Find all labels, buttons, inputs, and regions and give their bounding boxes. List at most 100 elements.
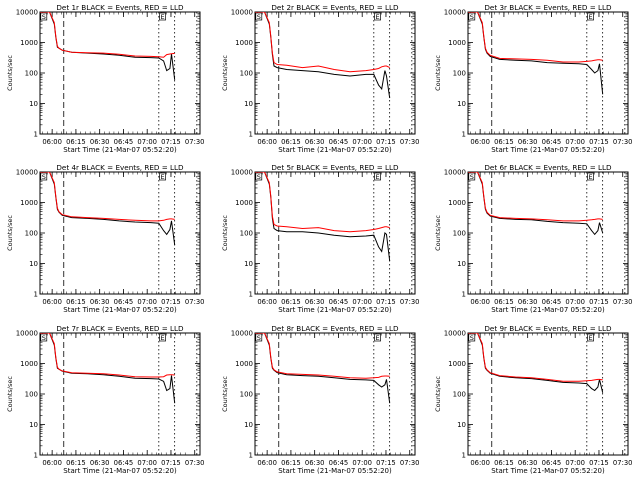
x-tick-label: 06:30 [518, 298, 538, 306]
end-marker-label: E [376, 334, 380, 342]
x-tick-label: 07:30 [613, 459, 633, 467]
y-tick-label: 10000 [16, 169, 38, 177]
x-tick-label: 06:15 [66, 138, 86, 146]
x-tick-label: 06:30 [305, 298, 325, 306]
end-marker-label: E [589, 173, 593, 181]
x-tick-label: 06:15 [281, 298, 301, 306]
x-tick-label: 07:30 [400, 459, 420, 467]
events-series-line [255, 333, 391, 404]
lld-series-line [468, 12, 603, 63]
y-axis-title: Counts/sec [6, 215, 14, 251]
x-tick-label: 06:45 [542, 298, 562, 306]
y-axis-title: Counts/sec [221, 376, 229, 412]
start-marker-label: S [42, 13, 46, 21]
lld-series-line [40, 333, 175, 378]
lld-series-line [255, 172, 390, 233]
y-axis-title: Counts/sec [6, 376, 14, 412]
x-tick-label: 06:45 [542, 459, 562, 467]
x-tick-label: 06:00 [470, 459, 490, 467]
x-tick-label: 06:30 [518, 138, 538, 146]
x-tick-label: 07:15 [161, 459, 181, 467]
x-tick-label: 06:15 [66, 459, 86, 467]
y-tick-label: 1000 [448, 39, 466, 47]
x-tick-label: 06:15 [66, 298, 86, 306]
x-tick-label: 07:00 [565, 138, 585, 146]
start-marker-box [40, 333, 48, 342]
x-tick-label: 07:15 [589, 138, 609, 146]
x-axis-title: Start Time (21-Mar-07 05:52:20) [278, 146, 392, 154]
x-tick-label: 07:00 [565, 459, 585, 467]
y-tick-label: 1 [249, 291, 253, 299]
x-tick-label: 07:30 [613, 138, 633, 146]
start-marker-label: S [470, 173, 474, 181]
panel-title: Det 5r BLACK = Events, RED = LLD [271, 163, 399, 172]
lld-series-line [40, 12, 175, 58]
detector-panel-8: Det 8r BLACK = Events, RED = LLD 1 10 100 10… [221, 324, 420, 475]
x-tick-label: 06:15 [281, 138, 301, 146]
y-tick-label: 100 [453, 70, 466, 78]
x-tick-label: 07:15 [589, 298, 609, 306]
y-tick-label: 1000 [235, 360, 253, 368]
start-marker-box [255, 12, 263, 21]
x-tick-label: 06:00 [257, 298, 277, 306]
x-tick-label: 07:15 [376, 138, 396, 146]
start-marker-box [255, 333, 263, 342]
y-tick-label: 10000 [444, 330, 466, 338]
y-tick-label: 100 [453, 391, 466, 399]
x-tick-label: 06:15 [494, 298, 514, 306]
y-tick-label: 100 [25, 70, 38, 78]
x-axis-title: Start Time (21-Mar-07 05:52:20) [491, 306, 605, 314]
lld-series-line [468, 333, 603, 382]
x-tick-label: 06:15 [281, 459, 301, 467]
panel-title: Det 7r BLACK = Events, RED = LLD [56, 324, 184, 333]
end-marker-box [159, 172, 166, 181]
x-tick-label: 06:00 [42, 459, 62, 467]
y-tick-label: 10 [244, 421, 253, 429]
y-tick-label: 10 [29, 260, 38, 268]
end-marker-box [159, 12, 166, 21]
y-tick-label: 10000 [231, 169, 253, 177]
panel-title: Det 1r BLACK = Events, RED = LLD [56, 3, 184, 12]
start-marker-box [468, 333, 476, 342]
lld-series-line [468, 172, 603, 222]
end-marker-box [587, 333, 594, 342]
x-tick-label: 07:00 [137, 459, 157, 467]
y-tick-label: 10000 [231, 330, 253, 338]
end-marker-label: E [376, 173, 380, 181]
x-tick-label: 06:00 [257, 138, 277, 146]
x-tick-label: 06:30 [518, 459, 538, 467]
detector-panel-9: Det 9r BLACK = Events, RED = LLD 1 10 100 10… [434, 324, 633, 475]
x-tick-label: 07:00 [352, 459, 372, 467]
y-tick-label: 1000 [235, 199, 253, 207]
y-tick-label: 100 [240, 230, 253, 238]
y-tick-label: 1000 [448, 360, 466, 368]
x-tick-label: 06:45 [542, 138, 562, 146]
x-axis-title: Start Time (21-Mar-07 05:52:20) [491, 467, 605, 475]
x-tick-label: 07:00 [137, 298, 157, 306]
detector-panel-2: Det 2r BLACK = Events, RED = LLD 1 10 100 10… [221, 3, 420, 154]
x-tick-label: 06:45 [329, 138, 349, 146]
end-marker-box [374, 172, 381, 181]
detector-panel-4: Det 4r BLACK = Events, RED = LLD 1 10 100 10… [6, 163, 205, 314]
end-marker-label: E [589, 13, 593, 21]
panel-title: Det 3r BLACK = Events, RED = LLD [484, 3, 612, 12]
end-marker-box [374, 12, 381, 21]
y-tick-label: 1 [34, 291, 38, 299]
y-tick-label: 100 [25, 391, 38, 399]
events-series-line [40, 172, 176, 246]
y-tick-label: 1 [462, 452, 466, 460]
y-tick-label: 10000 [444, 169, 466, 177]
start-marker-label: S [42, 334, 46, 342]
x-tick-label: 07:15 [589, 459, 609, 467]
x-tick-label: 07:00 [352, 138, 372, 146]
x-tick-label: 07:00 [565, 298, 585, 306]
x-tick-label: 06:00 [470, 298, 490, 306]
y-tick-label: 10 [457, 100, 466, 108]
x-axis-title: Start Time (21-Mar-07 05:52:20) [63, 146, 177, 154]
x-tick-label: 06:00 [257, 459, 277, 467]
start-marker-box [468, 172, 476, 181]
start-marker-box [468, 12, 476, 21]
end-marker-box [587, 12, 594, 21]
x-tick-label: 07:15 [161, 298, 181, 306]
